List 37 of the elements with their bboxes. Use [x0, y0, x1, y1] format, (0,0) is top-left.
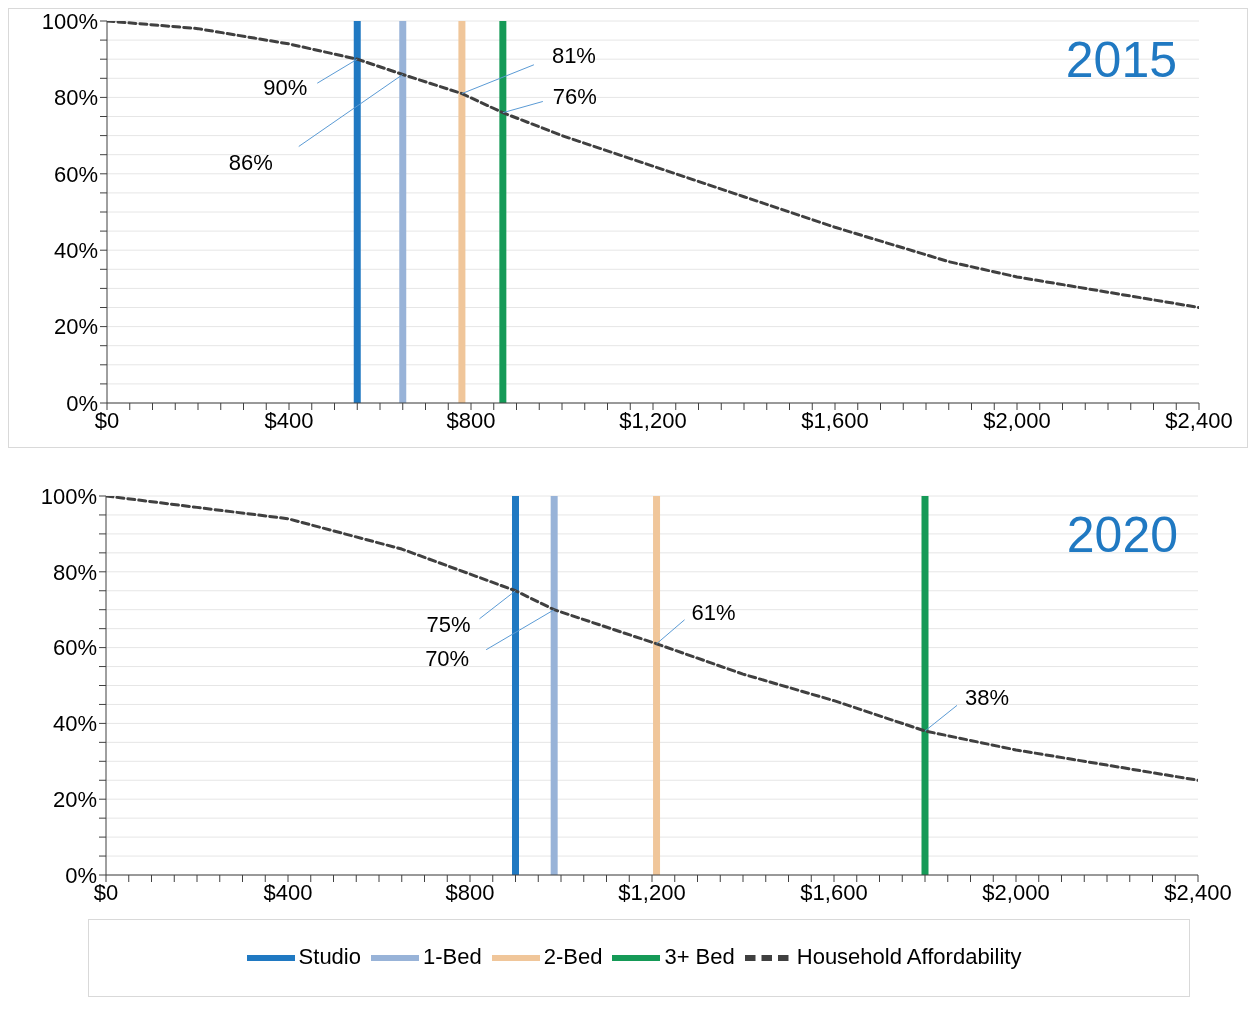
x-tick-label: $1,200	[619, 407, 687, 433]
annotation: 81%	[551, 43, 596, 69]
legend-label: 2-Bed	[543, 943, 603, 969]
y-tick-label: 40%	[53, 238, 98, 264]
annotation: 76%	[552, 84, 597, 110]
y-tick-label: 60%	[52, 635, 97, 661]
annotation: 75%	[426, 611, 471, 637]
chart-title: 2015	[1065, 31, 1177, 89]
y-tick-label: 100%	[41, 8, 98, 34]
y-tick-label: 100%	[40, 483, 97, 509]
chart-title: 2020	[1066, 506, 1178, 564]
annotation: 61%	[691, 599, 736, 625]
x-tick-label: $2,000	[983, 407, 1051, 433]
legend-label: Household Affordability	[796, 943, 1022, 969]
x-tick-label: $1,200	[618, 879, 686, 905]
y-tick-label: 60%	[53, 161, 98, 187]
x-tick-label: $800	[446, 407, 496, 433]
y-tick-label: 20%	[53, 314, 98, 340]
annotation: 70%	[425, 645, 470, 671]
x-tick-label: $1,600	[801, 407, 869, 433]
x-tick-label: $400	[264, 407, 314, 433]
x-tick-label: $400	[263, 879, 313, 905]
y-tick-label: 80%	[52, 559, 97, 585]
x-tick-label: $1,600	[800, 879, 868, 905]
annotation: 38%	[965, 684, 1010, 710]
x-tick-label: $800	[445, 879, 495, 905]
legend-label: 1-Bed	[422, 943, 482, 969]
y-tick-label: 20%	[52, 787, 97, 813]
annotation: 86%	[228, 150, 273, 176]
annotation: 90%	[263, 75, 308, 101]
y-tick-label: 80%	[53, 85, 98, 111]
legend-label: 3+ Bed	[664, 943, 735, 969]
x-tick-label: $2,400	[1164, 879, 1232, 905]
legend-label: Studio	[298, 943, 361, 969]
y-tick-label: 40%	[52, 711, 97, 737]
x-tick-label: $2,000	[982, 879, 1050, 905]
x-tick-label: $2,400	[1165, 407, 1233, 433]
